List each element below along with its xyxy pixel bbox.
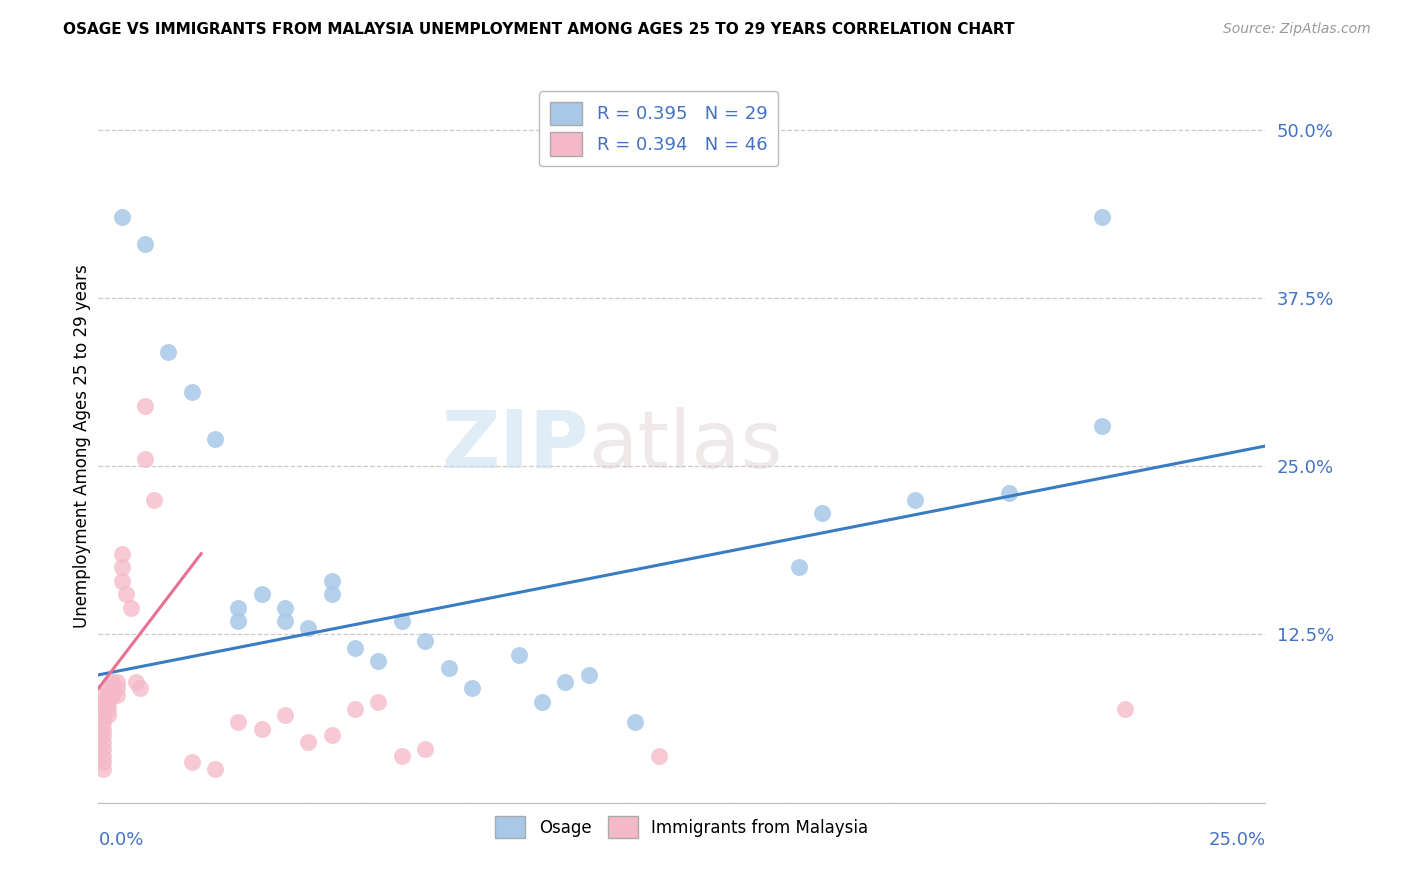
Point [461, 681, 484, 696]
Text: ZIP: ZIP [441, 407, 589, 485]
Point [1114, 701, 1136, 715]
Point [91, 762, 114, 776]
Point [228, 614, 250, 628]
Text: atlas: atlas [589, 407, 783, 485]
Point [413, 634, 436, 648]
Text: 25.0%: 25.0% [1208, 831, 1265, 849]
Point [297, 621, 319, 635]
Point [125, 674, 148, 689]
Point [578, 668, 600, 682]
Point [624, 714, 647, 729]
Point [274, 708, 297, 723]
Point [250, 722, 273, 736]
Point [91, 708, 114, 723]
Y-axis label: Unemployment Among Ages 25 to 29 years: Unemployment Among Ages 25 to 29 years [73, 264, 91, 628]
Point [97, 695, 120, 709]
Point [811, 506, 834, 520]
Point [367, 695, 389, 709]
Point [367, 655, 389, 669]
Point [111, 560, 134, 574]
Point [204, 432, 226, 446]
Point [321, 574, 343, 588]
Point [530, 695, 553, 709]
Point [87, 688, 110, 702]
Point [134, 452, 156, 467]
Point [105, 674, 128, 689]
Point [228, 714, 250, 729]
Point [111, 574, 134, 588]
Point [91, 695, 114, 709]
Point [391, 614, 413, 628]
Point [321, 587, 343, 601]
Point [157, 344, 180, 359]
Point [111, 547, 134, 561]
Point [250, 587, 273, 601]
Point [344, 701, 367, 715]
Point [904, 492, 927, 507]
Point [111, 210, 134, 224]
Point [129, 681, 152, 696]
Point [91, 722, 114, 736]
Point [321, 729, 343, 743]
Point [105, 681, 128, 696]
Text: Source: ZipAtlas.com: Source: ZipAtlas.com [1223, 22, 1371, 37]
Point [180, 756, 202, 770]
Point [787, 560, 810, 574]
Point [297, 735, 319, 749]
Text: 0.0%: 0.0% [98, 831, 143, 849]
Point [413, 742, 436, 756]
Point [204, 762, 226, 776]
Point [647, 748, 669, 763]
Point [91, 701, 114, 715]
Legend: Osage, Immigrants from Malaysia: Osage, Immigrants from Malaysia [489, 810, 875, 845]
Text: OSAGE VS IMMIGRANTS FROM MALAYSIA UNEMPLOYMENT AMONG AGES 25 TO 29 YEARS CORRELA: OSAGE VS IMMIGRANTS FROM MALAYSIA UNEMPL… [63, 22, 1015, 37]
Point [997, 486, 1019, 500]
Point [554, 674, 576, 689]
Point [228, 600, 250, 615]
Point [97, 701, 120, 715]
Point [105, 688, 128, 702]
Point [97, 708, 120, 723]
Point [97, 681, 120, 696]
Point [437, 661, 460, 675]
Point [344, 640, 367, 655]
Point [134, 237, 156, 252]
Point [97, 688, 120, 702]
Point [134, 399, 156, 413]
Point [91, 729, 114, 743]
Point [274, 600, 297, 615]
Point [91, 735, 114, 749]
Point [180, 385, 202, 400]
Point [91, 748, 114, 763]
Point [120, 600, 142, 615]
Point [91, 756, 114, 770]
Point [101, 674, 124, 689]
Point [1091, 210, 1114, 224]
Point [91, 714, 114, 729]
Point [391, 748, 413, 763]
Point [101, 681, 124, 696]
Point [115, 587, 138, 601]
Point [143, 492, 166, 507]
Point [91, 742, 114, 756]
Point [274, 614, 297, 628]
Point [101, 688, 124, 702]
Point [1091, 418, 1114, 433]
Point [508, 648, 530, 662]
